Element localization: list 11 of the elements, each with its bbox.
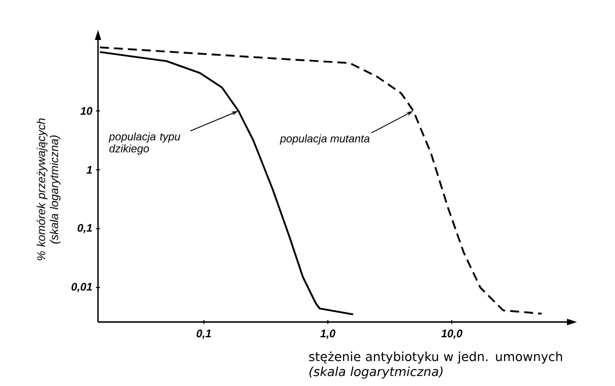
annotation: populacja typu dzikiego bbox=[108, 132, 180, 155]
x-tick-label: 1,0 bbox=[320, 330, 336, 339]
y-tick-label: 1 bbox=[86, 166, 92, 174]
y-axis-title: % komórek przeżywających (skala logarytmiczna) bbox=[36, 118, 60, 260]
x-axis-title: stężenie antybiotyku w jedn. umownych (skala logarytmiczna) bbox=[309, 352, 562, 379]
x-tick-label: 0,1 bbox=[196, 330, 211, 339]
x-tick-label: 10,0 bbox=[441, 330, 462, 339]
y-tick-label: 0,01 bbox=[72, 282, 92, 292]
y-tick-label: 10 bbox=[80, 107, 92, 115]
y-tick-label: 0,1 bbox=[78, 224, 92, 234]
annotation: populacja mutanta bbox=[280, 134, 370, 145]
